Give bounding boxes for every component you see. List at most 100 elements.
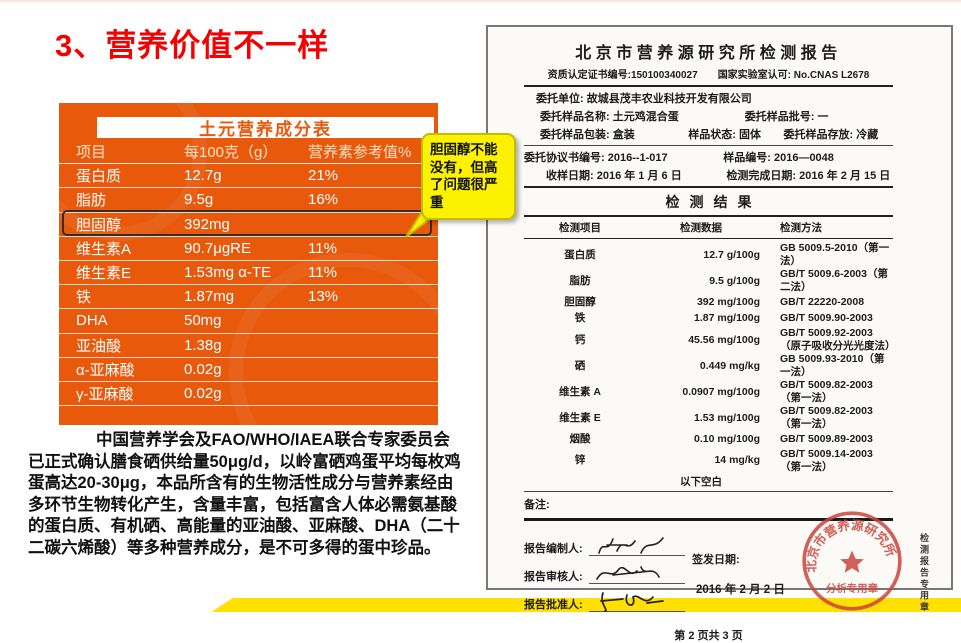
nutrition-cell: 脂肪 (76, 192, 107, 210)
handwritten-signature (599, 592, 664, 612)
signature-row: 报告批准人: (524, 591, 685, 612)
page-number: 第 2 页共 3 页 (674, 629, 743, 642)
nutrition-cell: 9.5g (184, 191, 214, 209)
info-cell: 委托协议书编号: 2016--1-017 (524, 152, 668, 164)
divider (524, 186, 893, 188)
info-cell: 委托样品批号: 一 (744, 111, 829, 123)
report-info-row: 委托样品包装: 盒装 样品状态: 固体 委托样品存放: 冷藏 (524, 126, 893, 144)
info-cell: 检测完成日期: 2016 年 2 月 15 日 (726, 170, 891, 182)
info-cell: 样品状态: 固体 (688, 129, 761, 141)
nutrition-row: 维生素E 1.53mg α-TE 11% (59, 261, 438, 286)
results-row: 锌 14 mg/kg GB/T 5009.14-2003（第一法） (524, 448, 893, 474)
nutrition-cell: 维生素A (76, 240, 132, 258)
results-cell: 脂肪 (569, 274, 591, 287)
results-cell: GB/T 5009.14-2003（第一法） (780, 447, 873, 473)
report-info-row: 委托样品名称: 土元鸡混合蛋 委托样品批号: 一 (524, 108, 893, 126)
signature-line (588, 563, 685, 584)
nutrition-table-title-band: 土元营养成分表 (97, 117, 434, 139)
results-cell: 锌 (574, 454, 586, 467)
nutrition-row: 脂肪 9.5g 16% (59, 188, 438, 213)
nutrition-cell: 12.7g (184, 167, 222, 185)
results-row: 硒 0.449 mg/kg GB 5009.93-2010（第一法） (524, 353, 893, 379)
report-title: 北京市营养源研究所检测报告 (575, 45, 842, 62)
results-row: 铁 1.87 mg/100g GB/T 5009.90-2003 (524, 311, 893, 328)
remark-label: 备注: (524, 499, 550, 512)
nutrition-row: 铁 1.87mg 13% (59, 285, 438, 310)
results-cell: 钙 (574, 333, 586, 346)
results-cell: GB/T 5009.82-2003（第一法） (780, 379, 873, 405)
results-row: 钙 45.56 mg/100g GB/T 5009.92-2003（原子吸收分光光度… (524, 327, 896, 353)
nutrition-table-title: 土元营养成分表 (199, 120, 332, 139)
nutrition-row: 胆固醇 392mg (59, 213, 438, 237)
nutrition-cell: 50mg (184, 312, 222, 330)
divider (524, 145, 893, 146)
nutrition-cell: 0.02g (184, 360, 222, 378)
signature-line (588, 591, 685, 612)
divider (524, 215, 893, 217)
signer-label: 报告审核人: (524, 570, 583, 583)
results-row: 烟酸 0.10 mg/100g GB/T 5009.89-2003 (524, 431, 893, 448)
nutrition-cell: α-亚麻酸 (76, 361, 135, 379)
results-cell: 胆固醇 (564, 295, 596, 308)
body-paragraph: 中国营养学会及FAO/WHO/IAEA联合专家委员会已正式确认膳食硒供给量50μ… (28, 431, 461, 557)
report-info-row: 委托协议书编号: 2016--1-017 样品编号: 2016—0048 (524, 149, 893, 167)
divider (524, 518, 893, 521)
nutrition-cell: 0.02g (184, 384, 222, 402)
signature-area: 报告编制人: 报告审核人: 报告批准人: 签发日期: (524, 511, 929, 621)
nutrition-cell: 胆固醇 (76, 216, 122, 234)
signer-label: 报告批准人: (524, 598, 583, 611)
nutrition-cell: 维生素E (76, 265, 132, 283)
nutrition-cell: 铁 (76, 289, 92, 307)
nutrition-cell: 蛋白质 (76, 168, 122, 186)
nutrition-table-panel: 土元营养成分表 项目 每100克（g） 营养素参考值% 蛋白质 12.7g 21% 脂… (59, 103, 438, 425)
results-cell: 硒 (574, 359, 586, 372)
nutrition-row: 蛋白质 12.7g 21% (59, 164, 438, 189)
nutrition-row: α-亚麻酸 0.02g (59, 358, 438, 382)
results-cell: 392 mg/100g (696, 295, 760, 308)
column-header: 每100克（g） (184, 144, 278, 162)
report-info-row: 收样日期: 2016 年 1 月 6 日 检测完成日期: 2016 年 2 月 … (524, 167, 893, 185)
cert-number: 资质认定证书编号:150100340027 (547, 70, 698, 81)
signature-row: 报告审核人: (524, 563, 685, 584)
nutrition-cell: 16% (308, 191, 339, 209)
results-cell: GB/T 5009.92-2003（原子吸收分光光度法） (780, 327, 896, 353)
results-cell: GB 5009.93-2010（第一法） (780, 353, 885, 379)
inspection-report: 北京市营养源研究所检测报告 资质认定证书编号:150100340027 国家实验… (486, 25, 953, 642)
callout-text: 胆固醇不能没有，但高了问题很严重 (430, 142, 498, 210)
results-rows: 蛋白质 12.7 g/100g GB 5009.5-2010（第一法） 脂肪 9.5 g… (524, 242, 896, 491)
issue-date-value: 2016 年 2 月 2 日 (696, 583, 785, 596)
results-cell: 0.10 mg/100g (694, 432, 760, 445)
results-blank-row: 以下空白 (524, 474, 893, 491)
results-header-row: 检测项目 检测数据 检测方法 (524, 220, 893, 235)
results-cell: 9.5 g/100g (709, 274, 760, 287)
nutrition-cell: 13% (308, 288, 339, 306)
page-title: 3、营养价值不一样 (55, 28, 330, 63)
info-cell: 收样日期: 2016 年 1 月 6 日 (546, 170, 682, 182)
nutrition-row: 亚油酸 1.38g (59, 334, 438, 358)
stamp-star (840, 550, 864, 573)
nutrition-cell: 11% (308, 239, 337, 257)
red-circular-stamp: 北京市营养源研究所 分析专用章 (802, 511, 902, 611)
column-header: 检测数据 (680, 221, 722, 234)
signature-row: 报告编制人: (524, 535, 685, 556)
info-cell: 委托单位: 故城县茂丰农业科技开发有限公司 (536, 93, 752, 105)
nutrition-cell: 21% (308, 167, 339, 185)
nutrition-cell: 11% (308, 264, 337, 282)
nutrition-row: 维生素A 90.7μgRE 11% (59, 237, 438, 261)
results-cell: 1.87 mg/100g (694, 312, 760, 325)
cholesterol-callout: 胆固醇不能没有，但高了问题很严重 (421, 133, 516, 220)
results-cell: 45.56 mg/100g (688, 333, 760, 346)
results-row: 蛋白质 12.7 g/100g GB 5009.5-2010（第一法） (524, 242, 893, 268)
results-cell: 12.7 g/100g (703, 248, 760, 261)
nutrition-cell: γ-亚麻酸 (76, 385, 134, 403)
handwritten-signature (595, 566, 660, 580)
handwritten-signature (597, 537, 664, 554)
report-cert-line: 资质认定证书编号:150100340027 国家实验室认可: No.CNAS L… (524, 66, 893, 81)
results-row: 维生素 E 1.53 mg/100g GB/T 5009.82-2003（第一法） (524, 405, 893, 431)
nutrition-table-rows: 项目 每100克（g） 营养素参考值% 蛋白质 12.7g 21% 脂肪 9.5g 16%… (59, 140, 438, 407)
signer-label: 报告编制人: (524, 542, 583, 555)
issue-date-label: 签发日期: (692, 553, 740, 566)
nutrition-row: γ-亚麻酸 0.02g (59, 382, 438, 407)
side-stamp-vertical-text: 检测报告专用章 (919, 532, 929, 614)
column-header: 检测项目 (559, 221, 601, 234)
